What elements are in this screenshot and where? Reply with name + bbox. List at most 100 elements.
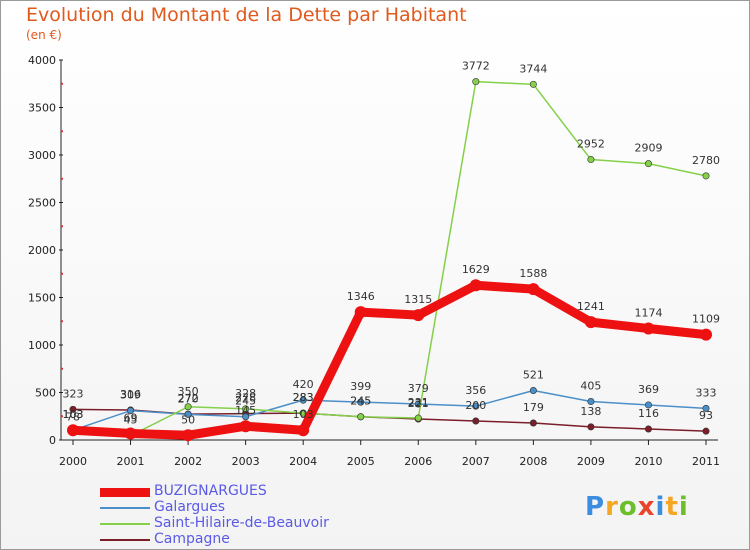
- data-point: [642, 322, 655, 335]
- data-point: [529, 80, 537, 88]
- x-tick-label: 2011: [692, 455, 720, 468]
- data-label: 420: [293, 378, 314, 391]
- data-point: [184, 410, 192, 418]
- series-line: [72, 80, 707, 437]
- legend-swatch: [100, 523, 150, 525]
- data-label: 399: [350, 380, 371, 393]
- data-point: [297, 424, 310, 437]
- data-label: 103: [63, 408, 84, 421]
- data-label: 50: [181, 413, 195, 426]
- data-label: 93: [699, 409, 713, 422]
- y-tick-label: 1000: [28, 339, 56, 352]
- y-tick-label: 1500: [28, 292, 56, 305]
- data-label: 316: [120, 388, 141, 401]
- legend-swatch: [100, 487, 150, 497]
- data-point: [702, 172, 710, 180]
- logo-letter: r: [605, 492, 619, 522]
- x-tick-label: 2004: [289, 455, 317, 468]
- data-label: 333: [696, 386, 717, 399]
- data-label: 245: [350, 395, 371, 408]
- data-label: 1346: [347, 290, 375, 303]
- chart-title: Evolution du Montant de la Dette par Hab…: [26, 4, 467, 26]
- chart-legend: BUZIGNARGUES Galargues Saint-Hilaire-de-Be…: [100, 483, 420, 548]
- y-minor-tick: [61, 320, 63, 323]
- data-label: 3772: [462, 60, 490, 73]
- y-tick-label: 2000: [28, 244, 56, 257]
- y-minor-tick: [61, 415, 63, 418]
- legend-item: Campagne: [100, 531, 420, 548]
- x-tick-label: 2001: [117, 455, 145, 468]
- logo-letter: P: [585, 492, 606, 522]
- logo-letter: i: [655, 492, 666, 522]
- data-label: 283: [293, 391, 314, 404]
- series-line: [72, 389, 707, 431]
- chart-unit-label: (en €): [26, 28, 62, 42]
- y-tick-label: 0: [49, 434, 56, 447]
- data-label: 323: [63, 387, 84, 400]
- legend-label: Galargues: [154, 499, 226, 515]
- data-point: [527, 283, 540, 296]
- data-point: [354, 306, 367, 319]
- data-point: [472, 417, 480, 425]
- data-label: 1588: [519, 267, 547, 280]
- data-label: 270: [178, 392, 199, 405]
- data-label: 1174: [634, 306, 662, 319]
- data-label: 272: [178, 392, 199, 405]
- data-label: 69: [124, 411, 138, 424]
- data-point: [299, 409, 307, 417]
- data-point: [412, 309, 425, 322]
- y-minor-tick: [61, 82, 63, 85]
- data-label: 1629: [462, 263, 490, 276]
- data-point: [529, 419, 537, 427]
- series-buzignargues: [67, 279, 712, 442]
- data-point: [127, 407, 135, 415]
- data-label: 103: [63, 408, 84, 421]
- data-point: [472, 78, 480, 86]
- data-label: 3744: [519, 62, 547, 75]
- y-minor-tick: [61, 272, 63, 275]
- data-label: 200: [465, 399, 486, 412]
- data-point: [587, 156, 595, 164]
- y-minor-tick: [61, 367, 63, 370]
- x-tick-label: 2010: [634, 455, 662, 468]
- legend-label: Campagne: [154, 531, 230, 547]
- series-saint-hilaire-de-beauvoir: [69, 78, 710, 440]
- data-point: [124, 427, 137, 440]
- legend-label: BUZIGNARGUES: [154, 483, 267, 499]
- data-point: [67, 424, 79, 437]
- data-label: 379: [408, 382, 429, 395]
- data-point: [469, 279, 482, 292]
- data-point: [644, 401, 652, 409]
- x-tick-label: 2005: [347, 455, 375, 468]
- x-tick-label: 2002: [174, 455, 202, 468]
- data-label: 2909: [634, 142, 662, 155]
- data-point: [357, 413, 365, 421]
- y-minor-tick: [61, 177, 63, 180]
- x-tick-label: 2009: [577, 455, 605, 468]
- data-point: [357, 398, 365, 406]
- data-label: 2780: [692, 154, 720, 167]
- logo-letter: o: [618, 492, 638, 522]
- y-tick-label: 500: [35, 387, 56, 400]
- data-point: [242, 413, 250, 421]
- data-label: 309: [120, 389, 141, 402]
- x-tick-label: 2000: [59, 455, 87, 468]
- data-point: [644, 425, 652, 433]
- legend-item: Galargues: [100, 499, 420, 516]
- y-tick-label: 4000: [28, 54, 56, 67]
- data-point: [529, 387, 537, 395]
- data-label: 138: [580, 405, 601, 418]
- data-point: [184, 403, 192, 411]
- legend-item: Saint-Hilaire-de-Beauvoir: [100, 515, 420, 532]
- data-label: 2952: [577, 138, 605, 151]
- data-label: 179: [523, 401, 544, 414]
- data-label: 145: [235, 404, 256, 417]
- data-label: 283: [293, 391, 314, 404]
- data-label: 369: [638, 383, 659, 396]
- data-point: [587, 398, 595, 406]
- series-line: [68, 280, 711, 440]
- data-label: 328: [235, 387, 256, 400]
- y-tick-label: 3500: [28, 102, 56, 115]
- x-tick-label: 2008: [519, 455, 547, 468]
- data-point: [69, 405, 77, 413]
